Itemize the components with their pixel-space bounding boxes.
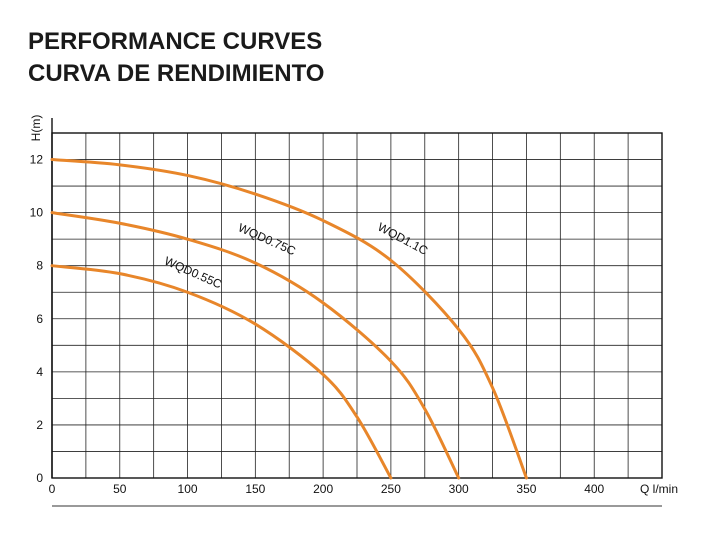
curve-wqd0-55c [50, 264, 393, 480]
y-tick-label: 6 [36, 312, 43, 326]
title-line-spanish: CURVA DE RENDIMIENTO [28, 60, 325, 87]
x-tick-label: 100 [178, 482, 198, 496]
x-tick-label: 250 [381, 482, 401, 496]
curve-wqd1-1c [50, 158, 528, 480]
curve-wqd0-75c [50, 211, 461, 480]
x-axis-label: Q l/min [640, 482, 678, 496]
x-tick-label: 150 [245, 482, 265, 496]
x-tick-label: 200 [313, 482, 333, 496]
x-tick-label: 400 [584, 482, 604, 496]
y-tick-label: 4 [36, 365, 43, 379]
y-tick-label: 12 [30, 153, 44, 167]
curves [50, 158, 528, 480]
grid-lines [52, 133, 662, 478]
x-tick-label: 0 [49, 482, 56, 496]
chart-title: PERFORMANCE CURVES CURVA DE RENDIMIENTO [28, 26, 324, 90]
x-tick-label: 300 [449, 482, 469, 496]
y-axis-label: H(m) [29, 115, 43, 142]
y-tick-label: 2 [36, 418, 43, 432]
x-tick-label: 350 [516, 482, 536, 496]
y-tick-label: 10 [30, 206, 44, 220]
y-tick-label: 8 [36, 259, 43, 273]
y-tick-label: 0 [36, 471, 43, 485]
tick-labels: 0 50 100 150 200 250 300 350 400 0 2 4 6 8 10 12 H(m) Q l… [29, 115, 678, 496]
title-line-english: PERFORMANCE CURVES [28, 28, 323, 55]
axes [51, 118, 663, 507]
x-tick-label: 50 [113, 482, 127, 496]
